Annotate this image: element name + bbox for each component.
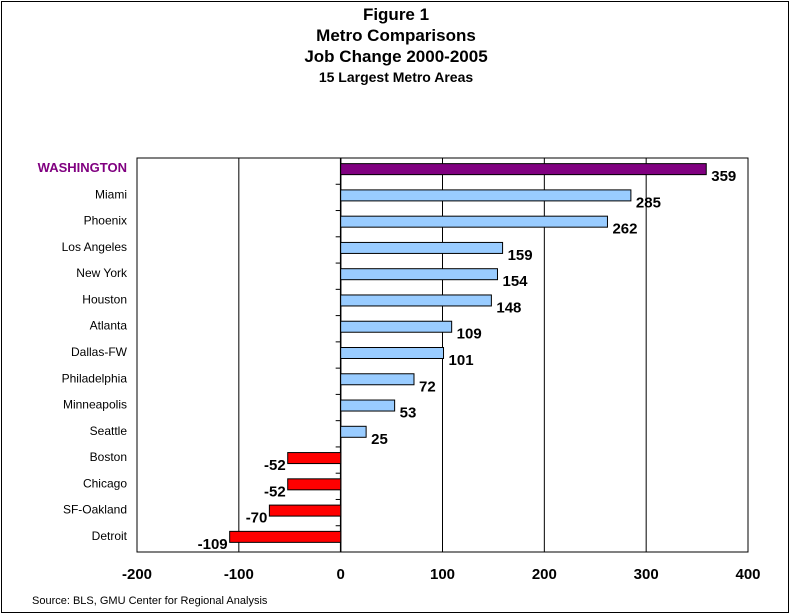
data-label: 359 xyxy=(711,168,736,185)
category-label: Seattle xyxy=(90,424,128,438)
bar-minneapolis xyxy=(340,399,396,412)
category-label: Chicago xyxy=(83,476,127,490)
data-label: -52 xyxy=(264,457,286,474)
data-label: 101 xyxy=(449,352,474,369)
data-label: 53 xyxy=(400,405,417,422)
category-label: Miami xyxy=(95,187,127,201)
source-note: Source: BLS, GMU Center for Regional Ana… xyxy=(32,595,268,607)
bar-new-york xyxy=(340,268,498,281)
bar-seattle xyxy=(340,425,367,438)
category-label: SF-Oakland xyxy=(63,503,127,517)
x-tick-label: -200 xyxy=(122,566,152,583)
bar-atlanta xyxy=(340,320,453,333)
chart-title: Figure 1 xyxy=(362,5,430,24)
bar-dallas-fw xyxy=(340,347,445,359)
bar-houston xyxy=(340,294,492,307)
bar-phoenix xyxy=(340,215,608,228)
category-label: Los Angeles xyxy=(62,240,127,254)
bar-sf-oakland xyxy=(268,504,342,517)
data-label: 154 xyxy=(502,273,528,290)
data-label: -109 xyxy=(198,536,228,553)
category-label: Detroit xyxy=(92,529,128,543)
bar-chicago xyxy=(287,478,342,491)
x-tick-label: 200 xyxy=(532,566,557,583)
category-label: Dallas-FW xyxy=(71,345,128,359)
label-layer: -200 -100 0 100 200 300 400 WASHINGTON 359 Miami 2… xyxy=(38,160,761,583)
bar-washington xyxy=(340,163,707,176)
x-tick-label: 0 xyxy=(336,566,344,583)
category-label: Atlanta xyxy=(90,319,128,333)
chart-subtitle-1: Metro Comparisons xyxy=(316,26,476,45)
bar-los-angeles xyxy=(340,241,504,254)
bar-boston xyxy=(287,452,342,465)
data-label: 285 xyxy=(636,194,661,211)
data-label: 262 xyxy=(612,221,637,238)
chart-subtitle-2: Job Change 2000-2005 xyxy=(304,47,488,66)
category-label: Phoenix xyxy=(84,214,127,228)
bar-layer xyxy=(229,163,707,543)
x-tick-label: 300 xyxy=(634,566,659,583)
category-label: WASHINGTON xyxy=(38,160,127,175)
data-label: 25 xyxy=(371,431,388,448)
x-tick-label: -100 xyxy=(224,566,254,583)
data-label: -70 xyxy=(246,510,268,527)
category-label: Houston xyxy=(82,292,127,306)
chart-subtitle-3: 15 Largest Metro Areas xyxy=(318,69,474,85)
data-label: 159 xyxy=(508,247,533,264)
category-label: Philadelphia xyxy=(62,371,128,385)
data-label: 148 xyxy=(496,299,521,316)
x-tick-label: 400 xyxy=(735,566,760,583)
data-label: 109 xyxy=(457,326,482,343)
data-label: 72 xyxy=(419,378,436,395)
data-label: -52 xyxy=(264,483,286,500)
category-label: Minneapolis xyxy=(63,398,127,412)
category-label: New York xyxy=(76,266,128,280)
bar-miami xyxy=(340,189,632,202)
x-tick-label: 100 xyxy=(430,566,455,583)
category-label: Boston xyxy=(90,450,127,464)
bar-detroit xyxy=(229,530,342,543)
bar-philadelphia xyxy=(340,373,415,386)
